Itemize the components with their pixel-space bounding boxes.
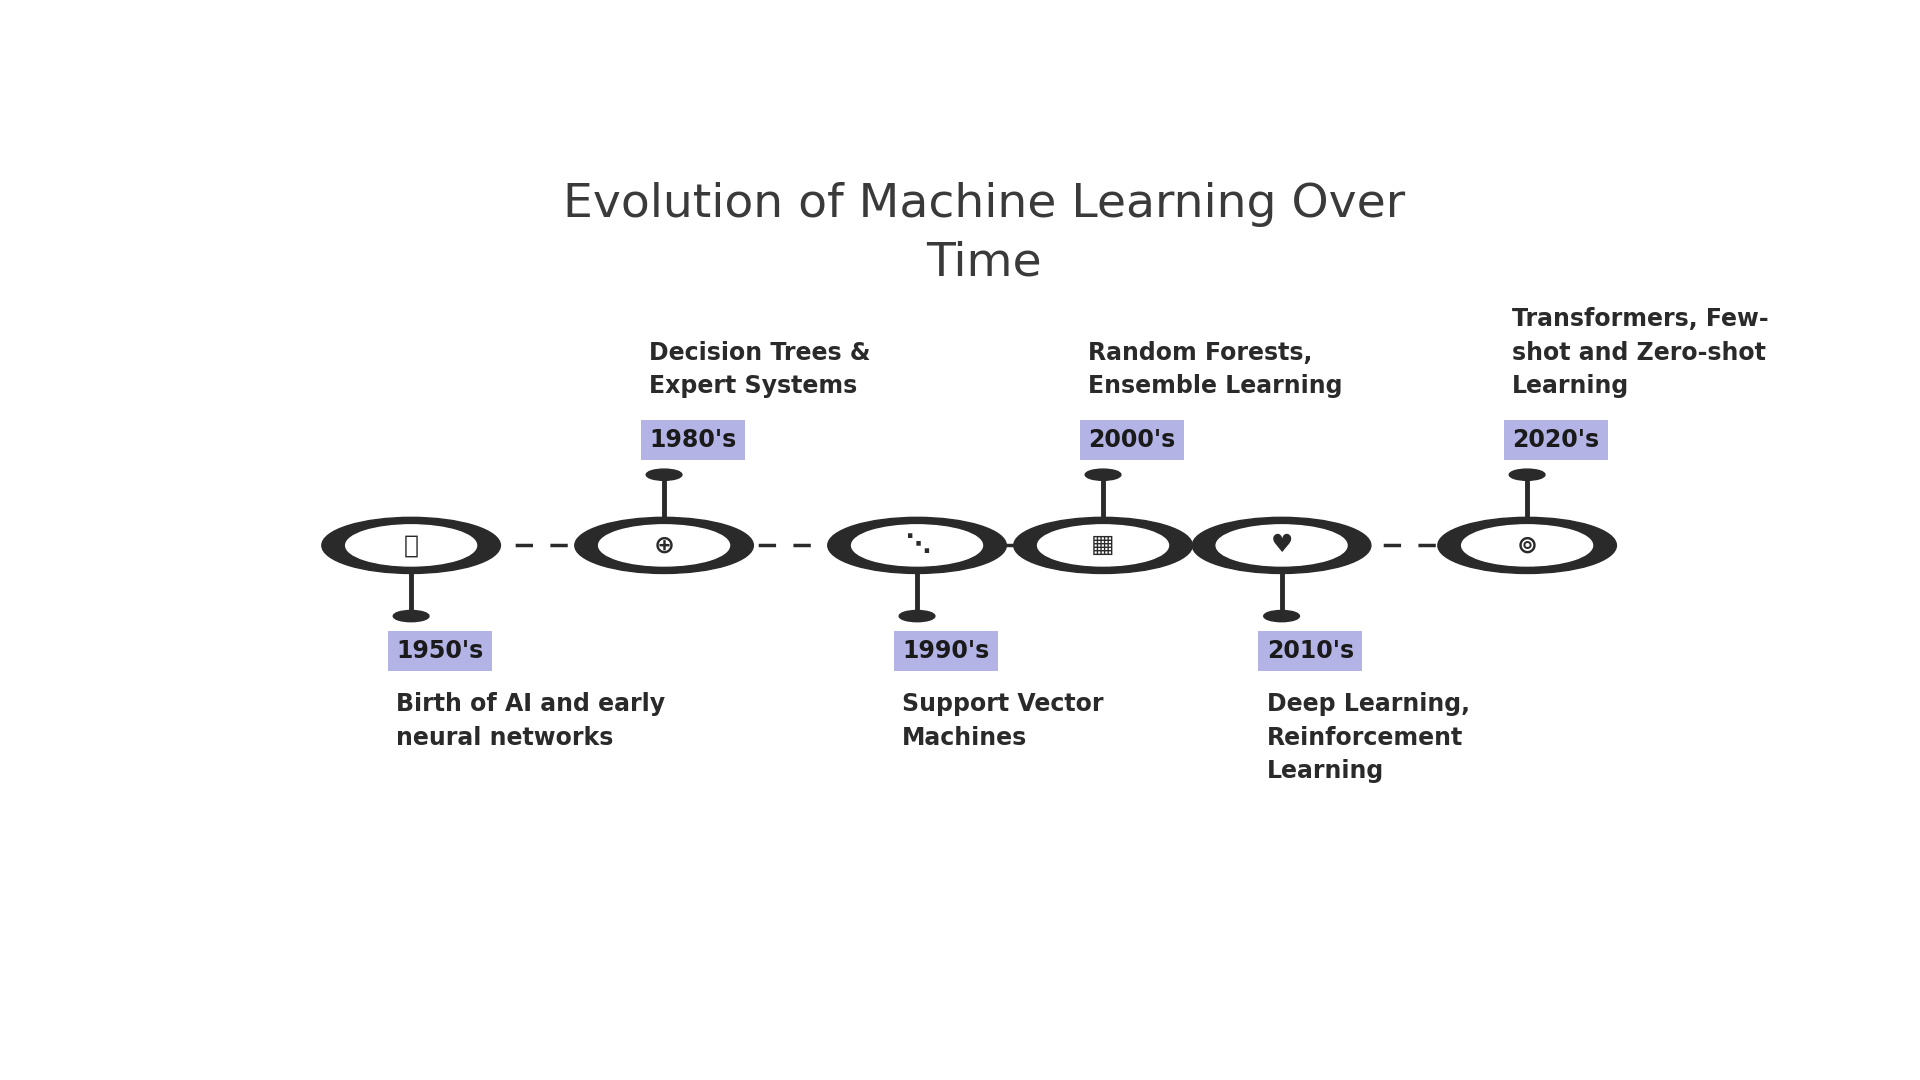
Ellipse shape xyxy=(1085,469,1121,481)
Text: ▦: ▦ xyxy=(1091,534,1116,557)
Ellipse shape xyxy=(1509,469,1546,481)
Ellipse shape xyxy=(828,517,1006,573)
Text: 1980's: 1980's xyxy=(649,428,737,453)
Text: Support Vector
Machines: Support Vector Machines xyxy=(902,692,1104,750)
Ellipse shape xyxy=(647,469,682,481)
Text: 1990's: 1990's xyxy=(902,638,989,663)
Text: ⊕: ⊕ xyxy=(653,534,674,557)
Text: ⌖: ⌖ xyxy=(403,534,419,557)
Text: Random Forests,
Ensemble Learning: Random Forests, Ensemble Learning xyxy=(1089,341,1342,399)
Ellipse shape xyxy=(899,610,935,622)
Ellipse shape xyxy=(346,525,476,566)
Text: ⊚: ⊚ xyxy=(1517,534,1538,557)
Ellipse shape xyxy=(1263,610,1300,622)
Text: Decision Trees &
Expert Systems: Decision Trees & Expert Systems xyxy=(649,341,870,399)
Ellipse shape xyxy=(1215,525,1348,566)
Text: Transformers, Few-
shot and Zero-shot
Learning: Transformers, Few- shot and Zero-shot Le… xyxy=(1513,308,1768,399)
Ellipse shape xyxy=(1037,525,1169,566)
Ellipse shape xyxy=(1014,517,1192,573)
Ellipse shape xyxy=(852,525,983,566)
Text: 2020's: 2020's xyxy=(1513,428,1599,453)
Text: 2000's: 2000's xyxy=(1089,428,1175,453)
Ellipse shape xyxy=(323,517,501,573)
Text: 1950's: 1950's xyxy=(396,638,484,663)
Text: Evolution of Machine Learning Over
Time: Evolution of Machine Learning Over Time xyxy=(563,181,1405,285)
Ellipse shape xyxy=(1192,517,1371,573)
Ellipse shape xyxy=(394,610,428,622)
Text: Birth of AI and early
neural networks: Birth of AI and early neural networks xyxy=(396,692,666,750)
Ellipse shape xyxy=(599,525,730,566)
Text: ♥: ♥ xyxy=(1271,534,1292,557)
Ellipse shape xyxy=(574,517,753,573)
Text: 2010's: 2010's xyxy=(1267,638,1354,663)
Text: Deep Learning,
Reinforcement
Learning: Deep Learning, Reinforcement Learning xyxy=(1267,692,1469,783)
Ellipse shape xyxy=(1461,525,1592,566)
Text: ⋱: ⋱ xyxy=(904,534,929,557)
Ellipse shape xyxy=(1438,517,1617,573)
